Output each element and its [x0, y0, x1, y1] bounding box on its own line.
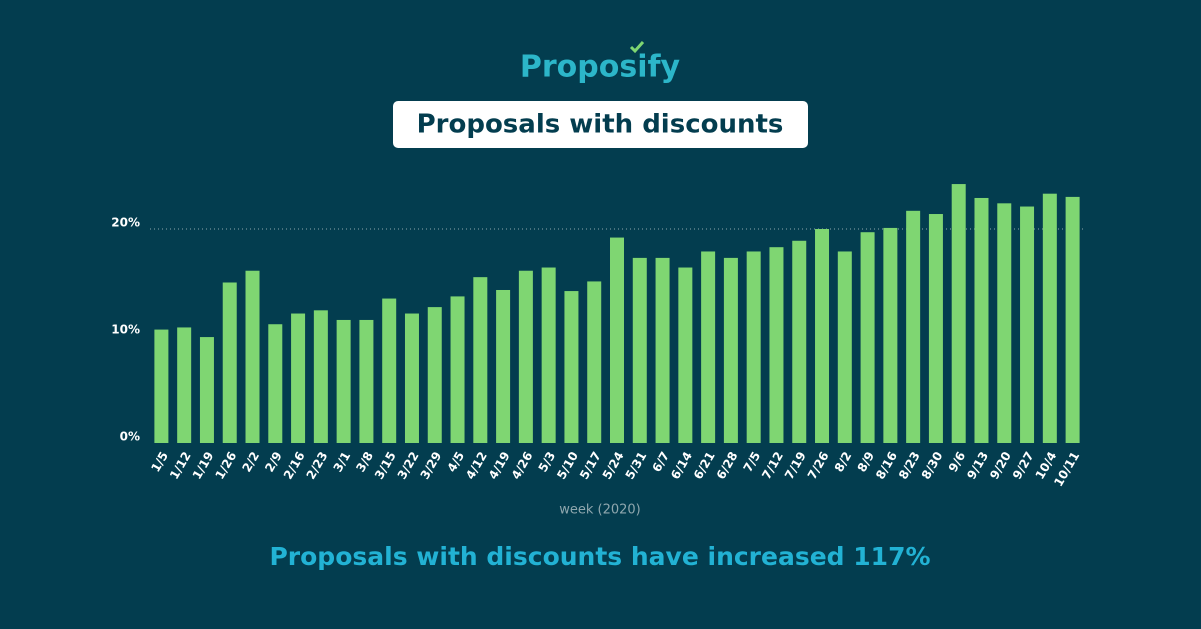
- x-tick-label: 5/10: [554, 449, 581, 481]
- x-tick-label: 3/15: [372, 449, 399, 481]
- x-tick-label: 5/17: [577, 449, 604, 481]
- bar: [245, 270, 260, 443]
- x-tick-label: 4/5: [444, 449, 467, 474]
- x-tick-label: 1/12: [167, 449, 194, 481]
- bar: [518, 270, 533, 443]
- bar: [473, 277, 488, 443]
- x-tick-label: 6/14: [668, 449, 695, 481]
- x-tick-label: 1/26: [213, 449, 240, 481]
- brand-logo: Proposify: [520, 50, 681, 85]
- y-tick-label: 20%: [111, 216, 140, 230]
- x-tick-label: 3/8: [353, 449, 376, 474]
- x-tick-label: 6/21: [691, 449, 718, 481]
- x-tick-label: 5/3: [536, 449, 559, 474]
- bar: [154, 329, 169, 443]
- x-tick-label: 7/12: [759, 449, 786, 481]
- x-tick-label: 9/27: [1010, 449, 1037, 481]
- bar: [564, 291, 579, 443]
- bar: [268, 324, 283, 443]
- bar: [1065, 196, 1080, 443]
- x-tick-label: 3/1: [331, 449, 354, 474]
- y-tick-label: 0%: [120, 430, 140, 444]
- bar: [427, 307, 442, 443]
- title-box: [393, 101, 808, 148]
- x-tick-label: 4/26: [509, 449, 536, 481]
- bar: [792, 240, 807, 443]
- bar: [951, 184, 966, 443]
- bar: [382, 298, 397, 443]
- bar: [1042, 193, 1057, 443]
- x-tick-label: 8/23: [896, 449, 923, 481]
- bar: [177, 327, 192, 443]
- bar: [974, 197, 989, 443]
- bar: [997, 203, 1012, 443]
- x-tick-label: 9/20: [987, 449, 1014, 481]
- x-tick-label: 3/22: [395, 449, 422, 481]
- x-axis-label: week (2020): [559, 503, 641, 518]
- x-tick-label: 8/16: [873, 449, 900, 481]
- x-tick-label: 7/19: [782, 449, 809, 481]
- bar: [359, 319, 374, 443]
- bar: [769, 247, 784, 443]
- annotation: Proposals with discounts have increased …: [269, 542, 930, 571]
- bar: [701, 251, 716, 443]
- bar: [746, 251, 761, 443]
- x-tick-label: 8/2: [832, 449, 855, 474]
- x-tick-label: 9/6: [946, 449, 969, 474]
- x-tick-label: 8/30: [919, 449, 946, 481]
- bar: [336, 319, 351, 443]
- logo-check: [629, 41, 645, 54]
- bar: [837, 251, 852, 443]
- x-tick-label: 6/7: [650, 449, 673, 474]
- bar: [860, 232, 875, 443]
- x-tick-label: 7/26: [805, 449, 832, 481]
- bar: [610, 237, 624, 443]
- bar: [655, 257, 670, 443]
- x-tick-label: 3/29: [418, 449, 445, 481]
- x-tick-label: 2/16: [281, 449, 308, 481]
- x-tick-label: 5/31: [623, 449, 650, 481]
- x-tick-label: 2/2: [239, 449, 262, 474]
- x-tick-label: 4/12: [463, 449, 490, 481]
- x-tick-label: 9/13: [964, 449, 991, 481]
- chart-title: Proposals with discounts: [417, 110, 784, 140]
- bar: [632, 257, 647, 443]
- bar: [496, 289, 511, 443]
- bar: [450, 296, 465, 443]
- x-tick-label: 7/5: [741, 449, 764, 474]
- x-tick-label: 4/19: [486, 449, 513, 481]
- bar: [883, 227, 898, 443]
- bar: [723, 257, 738, 443]
- bar: [541, 267, 556, 443]
- x-tick-label: 2/23: [304, 449, 331, 481]
- x-tick-label: 5/24: [600, 449, 627, 481]
- x-tick-label: 2/9: [262, 449, 285, 474]
- bar: [222, 282, 237, 443]
- bar: [1020, 206, 1035, 443]
- bar: [404, 313, 419, 443]
- bar: [291, 313, 306, 443]
- x-tick-label: 1/5: [148, 449, 171, 474]
- bar: [815, 229, 830, 443]
- x-tick-label: 1/19: [190, 449, 217, 481]
- bar: [678, 267, 693, 443]
- y-tick-label: 10%: [111, 323, 140, 337]
- bar: [928, 214, 943, 443]
- x-tick-label: 8/9: [855, 449, 878, 474]
- bar: [906, 210, 921, 443]
- bar: [199, 337, 214, 443]
- bar: [313, 310, 328, 443]
- x-tick-label: 6/28: [714, 449, 741, 481]
- bar: [587, 281, 602, 443]
